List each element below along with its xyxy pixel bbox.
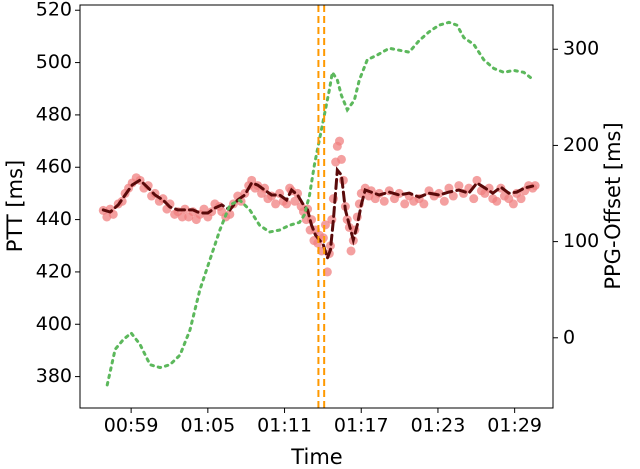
scatter-point: [177, 212, 187, 222]
scatter-point: [346, 246, 356, 256]
plot-frame: [79, 4, 554, 409]
scatter-point: [336, 154, 346, 164]
x-axis-label: Time: [290, 445, 342, 469]
scatter-point: [290, 196, 300, 206]
y-tick-label: 520: [36, 0, 72, 21]
scatter-point: [325, 241, 335, 251]
x-tick-label: 01:05: [180, 415, 235, 437]
scatter-point: [454, 181, 464, 191]
scatter-point: [282, 199, 292, 209]
scatter-point: [439, 196, 449, 206]
y-tick-label: 440: [36, 208, 72, 230]
scatter-point: [260, 183, 270, 193]
x-tick-label: 01:11: [257, 415, 312, 437]
x-tick-label: 01:23: [411, 415, 466, 437]
scatter-point: [335, 136, 345, 146]
scatter-point: [293, 188, 303, 198]
y-axis-label: PTT [ms]: [3, 160, 27, 252]
y-tick-label: 460: [36, 156, 72, 178]
scatter-point: [469, 194, 479, 204]
x-tick-label: 00:59: [104, 415, 159, 437]
y-tick-label: 380: [36, 365, 72, 387]
scatter-point: [419, 199, 429, 209]
y-tick-label: 400: [36, 313, 72, 335]
scatter-point: [472, 175, 482, 185]
scatter-point: [225, 209, 235, 219]
x-tick-label: 01:17: [334, 415, 389, 437]
x-tick-label: 01:29: [487, 415, 542, 437]
scatter-point: [199, 204, 209, 214]
line-series: [105, 20, 536, 387]
scatter-point: [271, 199, 281, 209]
scatter-point: [379, 196, 389, 206]
y2-axis-label: PPG-Offset [ms]: [601, 122, 625, 289]
y2-tick-label: 0: [563, 326, 575, 348]
scatter-point: [400, 199, 410, 209]
y-tick-label: 420: [36, 260, 72, 282]
scatter-point: [448, 191, 458, 201]
scatter-point: [516, 194, 526, 204]
scatter-point: [492, 196, 502, 206]
scatter-point: [508, 199, 518, 209]
scatter-point: [530, 181, 540, 191]
y2-tick-label: 200: [563, 134, 599, 156]
y2-tick-label: 100: [563, 230, 599, 252]
scatter-point: [247, 175, 257, 185]
y2-tick-label: 300: [563, 38, 599, 60]
y-tick-label: 500: [36, 51, 72, 73]
y-tick-label: 480: [36, 103, 72, 125]
